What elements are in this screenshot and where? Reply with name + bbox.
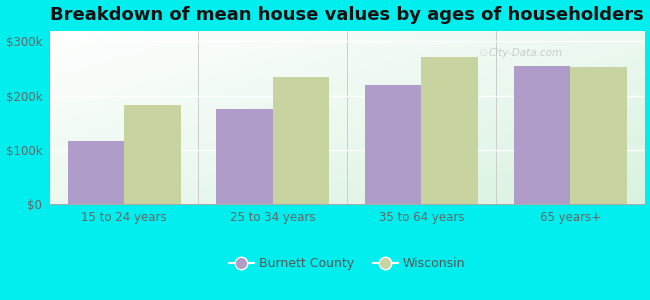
Bar	[365, 85, 421, 204]
Bar	[216, 109, 273, 204]
Bar	[273, 76, 330, 204]
Text: ⊙: ⊙	[479, 48, 489, 58]
Text: City-Data.com: City-Data.com	[488, 48, 563, 58]
Bar	[570, 68, 627, 204]
Bar	[421, 57, 478, 204]
Title: Breakdown of mean house values by ages of householders: Breakdown of mean house values by ages o…	[50, 6, 644, 24]
Bar	[514, 66, 570, 204]
Bar	[124, 105, 181, 204]
Bar	[68, 142, 124, 204]
Legend: Burnett County, Wisconsin: Burnett County, Wisconsin	[229, 257, 465, 270]
